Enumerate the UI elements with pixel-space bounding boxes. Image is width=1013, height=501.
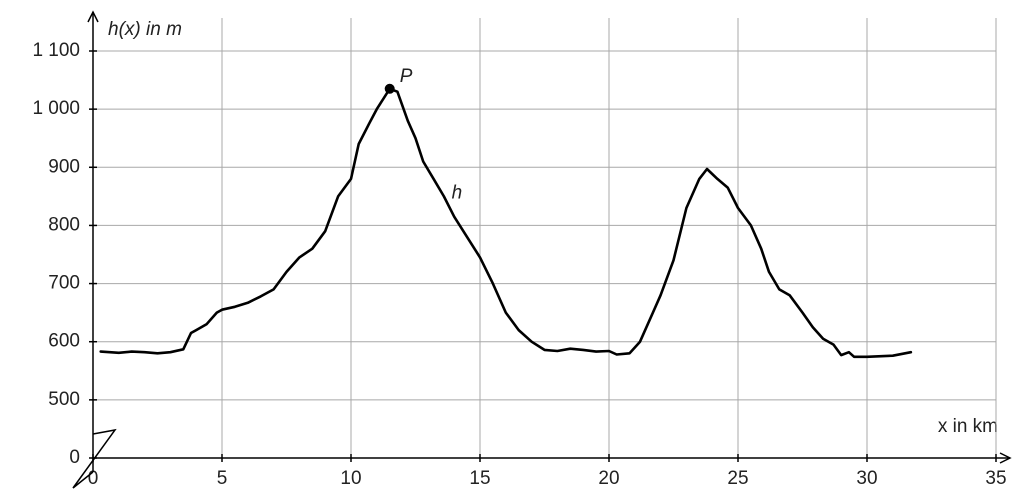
y-tick-label: 500: [48, 389, 80, 410]
x-tick-label: 30: [856, 468, 877, 489]
y-tick-label: 800: [48, 214, 80, 235]
x-tick-label: 35: [985, 468, 1006, 489]
y-arrow: [87, 10, 99, 23]
axis-break: [72, 428, 117, 489]
y-tick-label: 600: [48, 331, 80, 352]
y-tick-label: 700: [48, 273, 80, 294]
y-axis-label: h(x) in m: [108, 19, 182, 40]
y-tick-label: 900: [48, 156, 80, 177]
x-axis-label: x in km: [938, 416, 998, 437]
x-tick-label: 5: [217, 468, 228, 489]
y-tick-label: 1 100: [32, 40, 80, 61]
x-tick-label: 10: [340, 468, 361, 489]
x-tick-label: 20: [598, 468, 619, 489]
point: [384, 83, 395, 94]
y-tick-label: 0: [69, 447, 80, 468]
annotation: h: [452, 182, 463, 203]
x-arrow: [999, 452, 1012, 464]
line-series: [99, 87, 913, 359]
y-tick-label: 1 000: [32, 98, 80, 119]
annotation: P: [400, 66, 413, 87]
x-tick-label: 0: [88, 468, 99, 489]
x-tick-label: 25: [727, 468, 748, 489]
x-tick-label: 15: [469, 468, 490, 489]
